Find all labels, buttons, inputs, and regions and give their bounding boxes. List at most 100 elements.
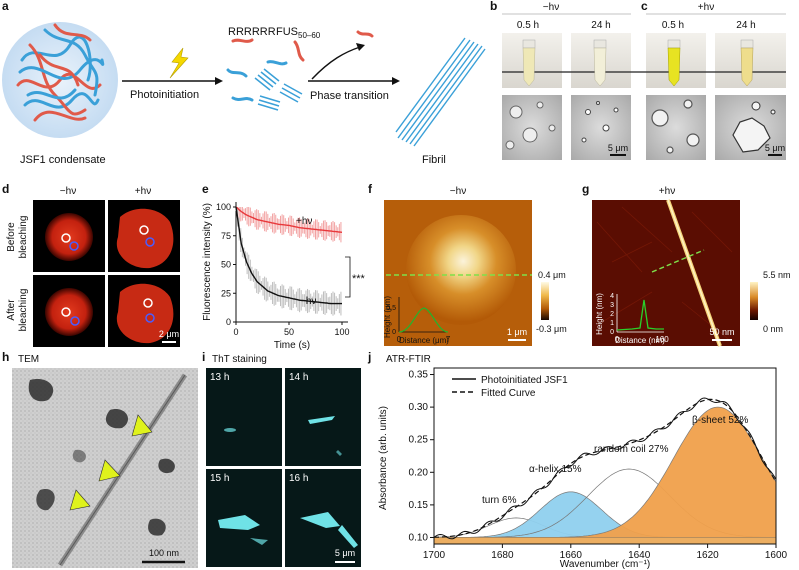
j-ytick: 0.20 [409, 467, 429, 478]
j-xtick: 1640 [628, 550, 651, 561]
panel-b-condition: −hν [543, 2, 559, 13]
e-ytick: 25 [221, 288, 231, 298]
ThT-time-15h: 15 h [210, 473, 229, 484]
peptide-2-label: FUS50–60 [276, 26, 321, 40]
j-xtick: 1620 [696, 550, 719, 561]
panel-c-time2: 24 h [736, 20, 755, 31]
f-inset-ylabel: Height (μm) [383, 296, 392, 338]
panel-label-a: a [2, 0, 9, 13]
panel-a-schematic: RRRRRR FUS50–60 Photoinitiation Phase tr… [2, 22, 486, 166]
panel-label-d: d [2, 182, 10, 196]
ThT-time-14h: 14 h [289, 372, 308, 383]
j-xtick: 1700 [423, 550, 446, 561]
svg-text:0.5: 0.5 [386, 305, 396, 312]
e-series-line [235, 206, 342, 305]
label-random-coil: random coil 27% [594, 444, 669, 455]
j-ytick: 0.10 [409, 532, 429, 543]
panel-label-h: h [2, 350, 10, 364]
e-xtick: 50 [284, 327, 294, 337]
e-ytick: 75 [221, 231, 231, 241]
peptide-1-label: RRRRRR [228, 26, 276, 38]
e-ytick: 100 [216, 202, 231, 212]
panel-f-scale: 1 μm [507, 327, 527, 337]
panel-label-e: e [202, 182, 209, 196]
brightfield-micrographs [502, 95, 786, 160]
panel-d-row1: Beforebleaching [6, 216, 29, 259]
series-label-minus: −hν [300, 296, 316, 307]
arrowhead-2 [98, 459, 121, 482]
panel-label-g: g [582, 182, 590, 196]
panel-d-row2: Afterbleaching [6, 289, 29, 332]
panel-label-b: b [490, 0, 498, 13]
legend-data: Photoinitiated JSF1 [481, 375, 568, 386]
e-ytick: 0 [226, 317, 231, 327]
panel-j-title: ATR-FTIR [386, 354, 431, 365]
f-cbar-top: 0.4 μm [538, 270, 566, 280]
e-ytick: 50 [221, 260, 231, 270]
panel-i-scale: 5 μm [335, 548, 355, 558]
panel-h-tem: TEM 100 nm [12, 354, 198, 568]
g-cbar-bottom: 0 nm [763, 324, 783, 334]
j-ytick: 0.15 [409, 500, 429, 511]
j-ytick: 0.30 [409, 402, 429, 413]
phase-transition-label: Phase transition [310, 90, 389, 102]
svg-text:160: 160 [655, 335, 669, 344]
fibril-bundle [395, 37, 486, 147]
panel-label-c: c [641, 0, 648, 13]
arrow-1 [215, 77, 223, 85]
panel-label-i: i [202, 350, 206, 364]
g-inset-ylabel: Height (nm) [595, 293, 604, 335]
g-inset-xlabel: Distance (nm) [615, 336, 665, 345]
arrowhead-3 [69, 489, 91, 511]
panel-e-chart: 0 25 50 75 100 0 50 100 *** +hν −hν Time (s) Fl… [202, 202, 365, 350]
j-xtick: 1660 [560, 550, 583, 561]
arrow-3 [356, 43, 365, 51]
f-inset-plot: 0 0.5 0 7 Distance (μm) Height (μm) [383, 296, 451, 345]
svg-text:7: 7 [446, 335, 451, 344]
panel-g-afm: +hν 0 1 2 3 4 0 160 Distance (nm) Height… [592, 186, 791, 347]
g-cbar-top: 5.5 nm [763, 270, 791, 280]
svg-text:0: 0 [397, 335, 402, 344]
g-colorbar [750, 282, 758, 320]
series-label-plus: +hν [296, 216, 312, 227]
fitted-curve [433, 398, 777, 538]
f-inset-xlabel: Distance (μm) [399, 336, 449, 345]
panel-i-title: ThT staining [212, 354, 267, 365]
panel-d-scale: 2 μm [159, 329, 179, 339]
f-cbar-bottom: -0.3 μm [536, 324, 567, 334]
ThT-time-16h: 16 h [289, 473, 308, 484]
e-xtick: 100 [334, 327, 349, 337]
j-xlabel: Wavenumber (cm⁻¹) [560, 559, 650, 570]
svg-text:2: 2 [610, 311, 614, 318]
svg-text:4: 4 [610, 293, 614, 300]
panel-d-col1: −hν [60, 186, 76, 197]
ftir-baseline [434, 537, 776, 544]
panel-d-frap-images: −hν +hν Beforebleaching Afterbleaching 2… [6, 186, 180, 347]
panel-bc-photos: −hν +hν 0.5 h 24 h 0.5 h 24 h [502, 2, 786, 160]
significance-marker: *** [352, 273, 365, 285]
label-beta-sheet: β-sheet 52% [692, 415, 748, 426]
condensate-label: JSF1 condensate [20, 154, 106, 166]
panel-f-afm: −hν 0 0.5 0 7 Distance (μm) Height (μm) … [383, 186, 567, 346]
condensate-chains [16, 23, 105, 122]
panel-c-condition: +hν [698, 2, 714, 13]
panel-h-title: TEM [18, 354, 39, 365]
panel-h-scale: 100 nm [149, 548, 179, 558]
svg-text:0: 0 [610, 329, 614, 336]
panel-c-scale: 5 μm [765, 143, 785, 153]
legend-fit: Fitted Curve [481, 388, 536, 399]
svg-text:0: 0 [392, 329, 396, 336]
photoinitiation-label: Photoinitiation [130, 89, 199, 101]
j-xtick: 1680 [491, 550, 514, 561]
svg-text:0: 0 [615, 335, 620, 344]
j-xtick: 1600 [765, 550, 788, 561]
vial-photos [502, 33, 786, 88]
panel-j-chart: ATR-FTIR 0.10 0.15 0.20 0.25 0.30 0.35 1700 168… [378, 354, 788, 570]
panel-g-condition: +hν [659, 186, 675, 197]
panel-b-time2: 24 h [591, 20, 610, 31]
f-colorbar [541, 282, 549, 320]
e-xtick: 0 [233, 327, 238, 337]
label-turn: turn 6% [482, 495, 517, 506]
j-ylabel: Absorbance (arb. units) [378, 406, 389, 510]
e-series-line [235, 206, 343, 233]
